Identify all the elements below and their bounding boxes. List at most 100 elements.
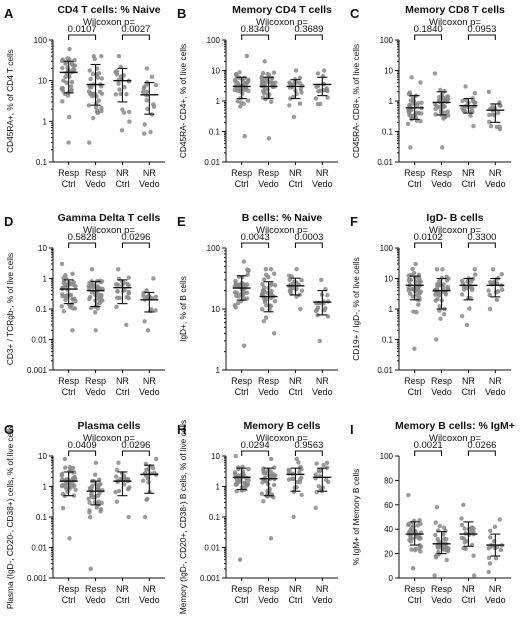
data-point: [313, 308, 319, 314]
data-point: [233, 278, 238, 284]
data-point: [117, 87, 122, 92]
data-point: [438, 87, 443, 93]
x-category-label: NR Ctrl: [115, 168, 129, 189]
data-point: [472, 100, 477, 105]
y-axis-label: CD45RA+, % of CD4 T cells: [5, 49, 15, 153]
data-point: [271, 331, 277, 336]
data-point: [444, 557, 449, 563]
data-point: [261, 499, 266, 504]
y-tick-label: 10: [211, 67, 220, 76]
data-point: [95, 493, 101, 498]
data-point: [88, 566, 93, 572]
panel-I: I Memory B cells: % IgM+Wilcoxon p= 0 20 40 6…: [350, 420, 515, 605]
data-point: [267, 92, 272, 97]
data-point: [148, 129, 153, 135]
y-tick-label: 20: [384, 550, 393, 559]
data-point: [299, 90, 304, 95]
p-value: 0.0027: [121, 24, 150, 35]
data-point: [408, 145, 413, 150]
x-category-label: Resp Ctrl: [404, 168, 425, 189]
data-point: [271, 271, 277, 276]
data-point: [124, 322, 129, 328]
data-point: [144, 66, 150, 71]
data-point: [288, 288, 293, 294]
data-point: [461, 536, 467, 541]
significance-bracket: [467, 450, 496, 456]
data-point: [71, 282, 76, 287]
p-value: 0.0102: [414, 232, 443, 243]
data-point: [93, 328, 98, 333]
data-point: [262, 90, 267, 95]
data-point: [410, 524, 415, 529]
data-point: [142, 514, 148, 520]
y-tick-label: 0.001: [27, 574, 48, 583]
data-point: [268, 266, 274, 272]
data-point: [97, 278, 103, 283]
data-point: [264, 303, 269, 308]
data-point: [87, 140, 92, 145]
data-point: [62, 284, 68, 290]
data-point: [286, 273, 292, 278]
data-point: [262, 59, 267, 64]
data-point: [462, 526, 467, 531]
data-point: [412, 346, 417, 351]
x-category-label: NR Ctrl: [115, 584, 129, 605]
data-point: [146, 479, 151, 485]
data-point: [406, 273, 411, 278]
y-tick-label: 40: [384, 525, 393, 534]
data-point: [313, 96, 319, 101]
p-value: 0.1840: [414, 24, 443, 35]
data-point: [443, 292, 449, 297]
data-point: [417, 543, 423, 548]
x-category-label: NR Ctrl: [461, 376, 475, 397]
test-label: Wilcoxon p=: [256, 433, 308, 444]
data-point: [317, 88, 322, 93]
data-point: [259, 491, 265, 496]
data-point: [437, 308, 442, 313]
significance-bracket: [241, 450, 270, 456]
data-point: [441, 532, 446, 537]
data-point: [315, 71, 321, 76]
data-point: [435, 537, 440, 542]
data-point: [246, 467, 251, 472]
data-point: [124, 281, 130, 287]
p-value: 0.9563: [294, 440, 323, 451]
data-point: [322, 68, 327, 73]
data-point: [126, 289, 131, 295]
data-point: [407, 90, 413, 95]
x-category-label: Resp Ctrl: [231, 584, 252, 605]
data-point: [291, 114, 297, 120]
data-point: [98, 294, 104, 299]
data-point: [70, 328, 75, 333]
data-point: [264, 296, 269, 302]
data-point: [144, 98, 149, 103]
data-point: [442, 88, 447, 94]
data-point: [99, 76, 105, 81]
data-point: [460, 98, 465, 104]
data-point: [314, 489, 319, 495]
data-point: [87, 68, 92, 73]
data-point: [413, 261, 418, 267]
y-tick-label: 1: [43, 117, 48, 126]
data-point: [407, 102, 412, 108]
data-point: [406, 288, 411, 293]
significance-bracket: [121, 242, 150, 248]
y-tick-label: 0.1: [382, 128, 394, 137]
data-point: [263, 272, 269, 277]
x-category-label: Resp Ctrl: [231, 376, 252, 397]
data-point: [61, 78, 66, 83]
data-point: [291, 514, 296, 520]
x-category-label: NR Ctrl: [288, 584, 302, 605]
data-point: [145, 496, 150, 502]
data-point: [493, 556, 499, 561]
data-point: [434, 505, 440, 510]
data-point: [119, 128, 125, 133]
data-point: [238, 104, 243, 109]
y-tick-label: 0.01: [204, 544, 220, 553]
data-point: [87, 296, 92, 302]
data-point: [272, 465, 277, 470]
data-point: [325, 479, 331, 485]
data-point: [145, 106, 150, 111]
